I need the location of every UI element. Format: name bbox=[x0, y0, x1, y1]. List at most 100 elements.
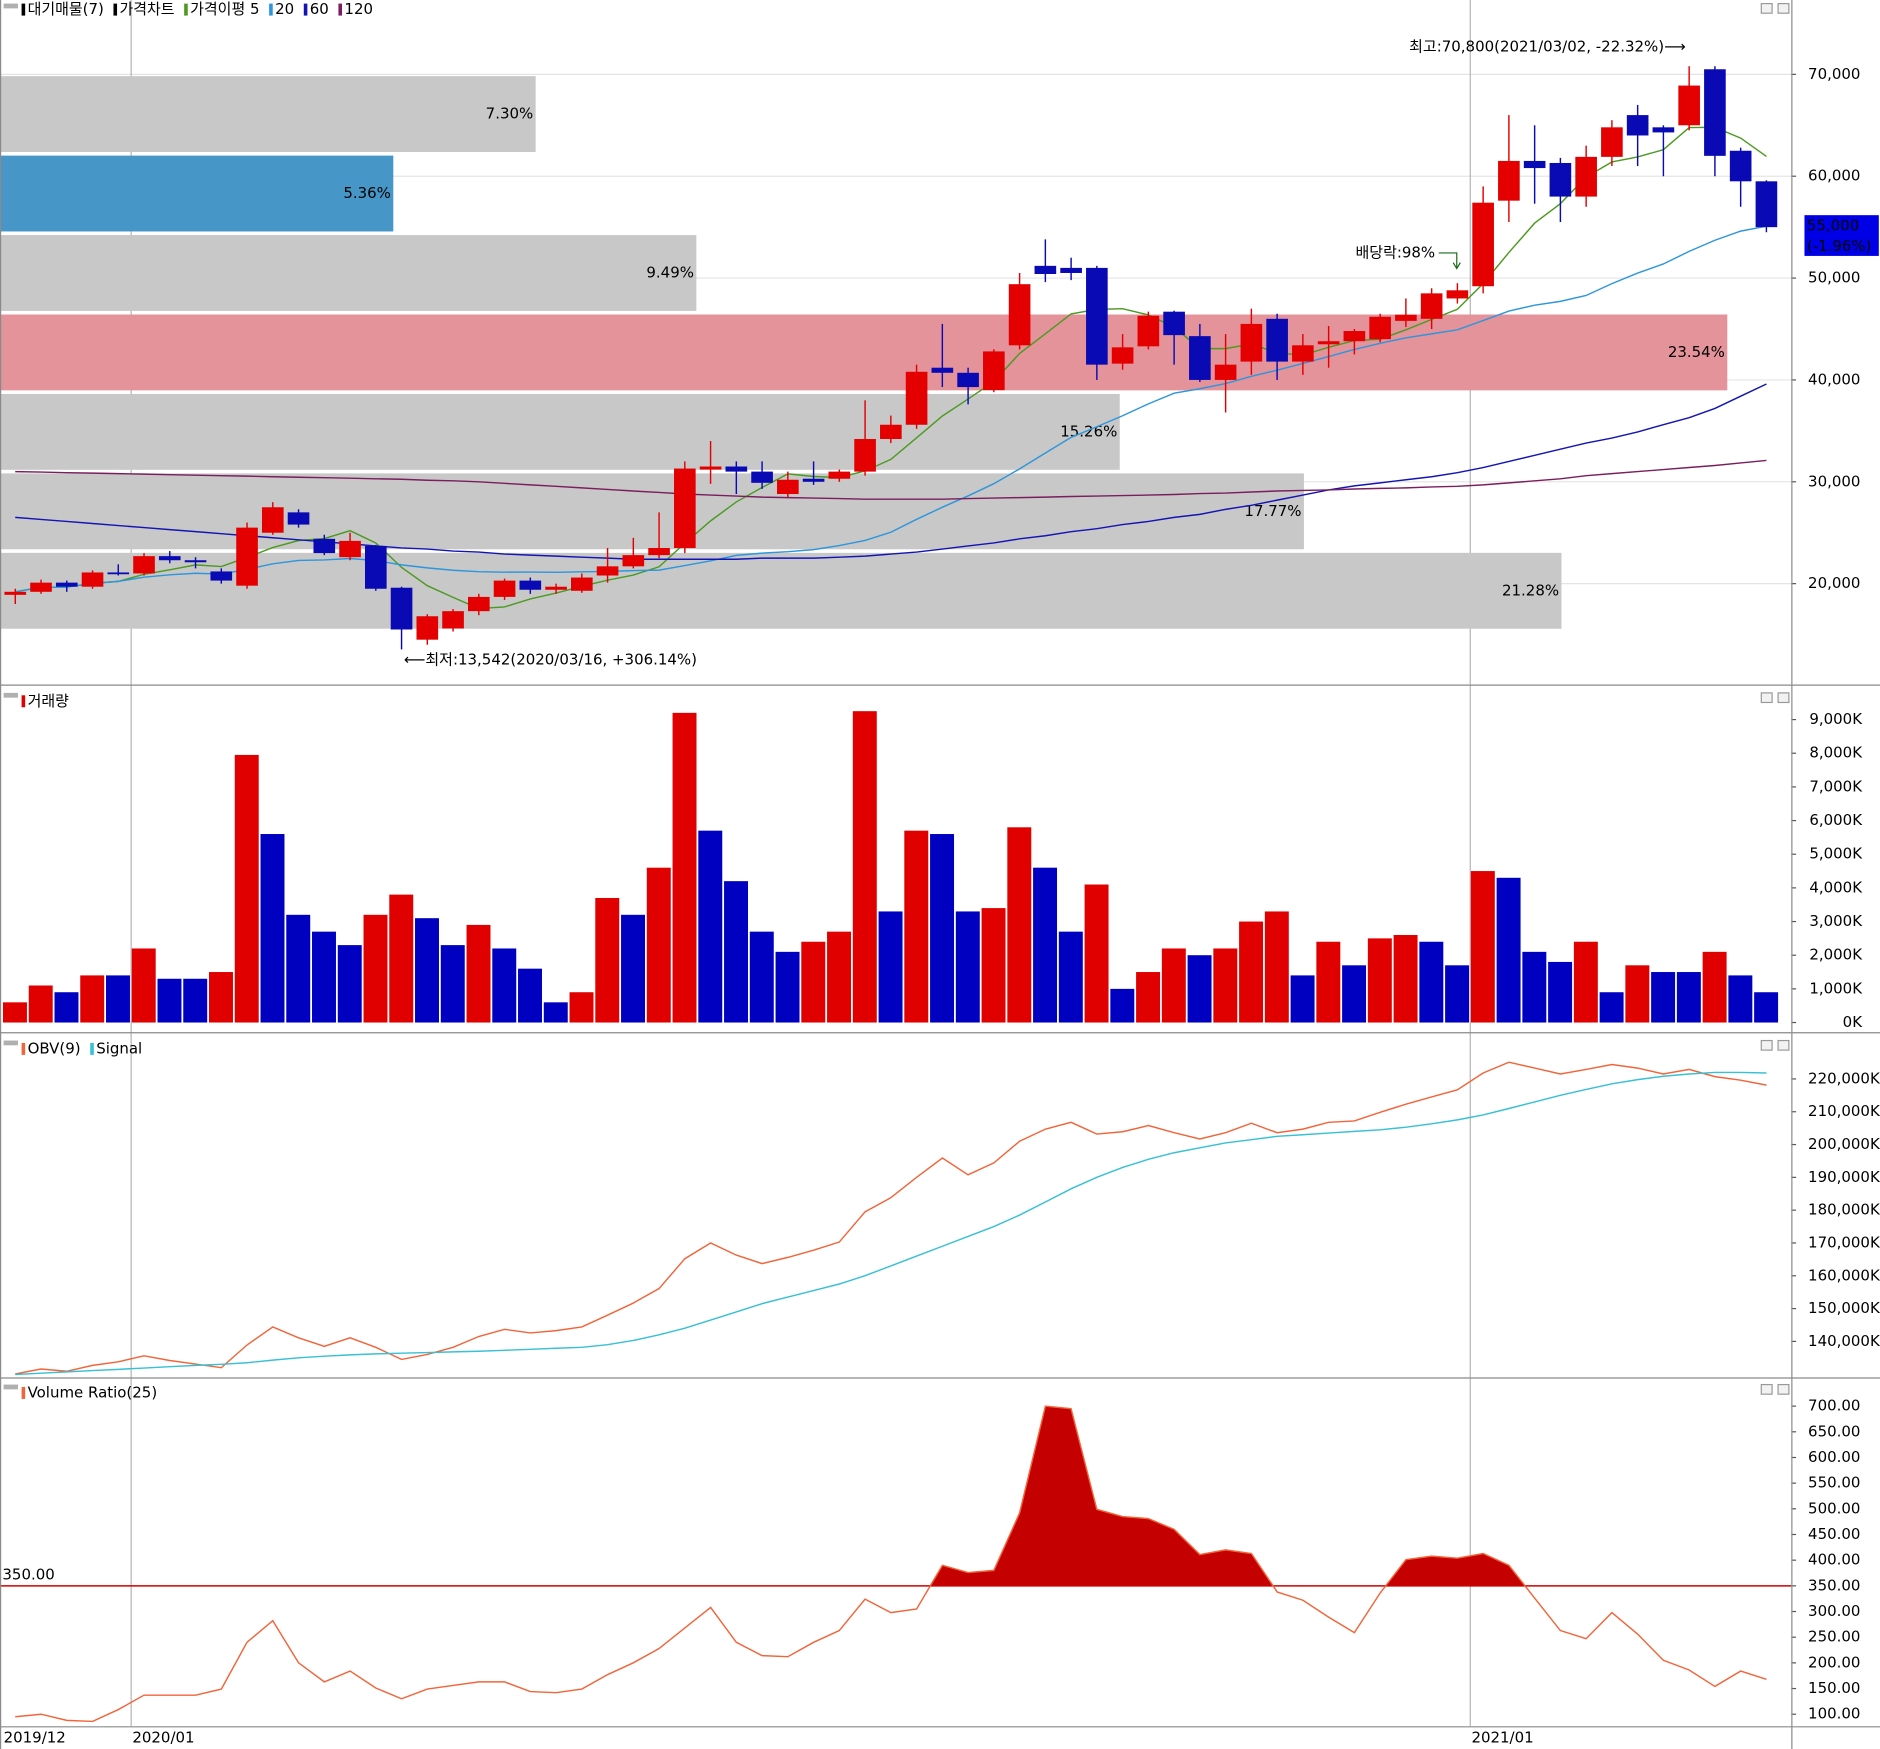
y-tick-label: 9,000K bbox=[1809, 710, 1863, 728]
candle-body bbox=[699, 466, 722, 470]
volume-bar bbox=[749, 931, 774, 1023]
candle-body bbox=[1266, 318, 1288, 362]
volume-bar bbox=[621, 914, 645, 1023]
y-tick-label: 5,000K bbox=[1809, 845, 1863, 863]
volume-bar bbox=[492, 948, 517, 1023]
volume-bar bbox=[466, 924, 491, 1023]
volume-bar bbox=[1187, 955, 1212, 1023]
candle-body bbox=[287, 512, 310, 525]
y-tick-label: 700.00 bbox=[1808, 1397, 1860, 1415]
volume-bar bbox=[312, 931, 336, 1023]
zone-label: 15.26% bbox=[1060, 422, 1117, 440]
volume-bar bbox=[209, 972, 233, 1023]
candle-body bbox=[596, 566, 619, 576]
indicator-line bbox=[15, 1071, 1767, 1376]
threshold-label: 350.00 bbox=[2, 1566, 54, 1584]
y-tick-label: 600.00 bbox=[1808, 1448, 1860, 1466]
y-tick-label: 160,000K bbox=[1808, 1266, 1880, 1284]
y-tick-label: 6,000K bbox=[1809, 811, 1863, 829]
zone-label: 17.77% bbox=[1244, 502, 1301, 520]
volume-bar bbox=[234, 754, 259, 1023]
volume-bar bbox=[1058, 931, 1083, 1023]
volume-bar bbox=[1445, 965, 1470, 1023]
volume-bar bbox=[337, 945, 362, 1023]
y-tick-label: 30,000 bbox=[1808, 472, 1860, 490]
legend-label: 가격차트 bbox=[119, 0, 174, 18]
legend-marker bbox=[21, 695, 26, 708]
candle-body bbox=[1549, 162, 1572, 197]
candle-body bbox=[1498, 160, 1520, 201]
volume-bar bbox=[440, 945, 465, 1023]
candle-body bbox=[777, 479, 799, 495]
volume-bar bbox=[878, 911, 903, 1023]
y-tick-label: 500.00 bbox=[1808, 1499, 1860, 1517]
supply-zone bbox=[0, 393, 1120, 470]
y-tick-label: 400.00 bbox=[1808, 1551, 1860, 1569]
candle-body bbox=[133, 556, 155, 574]
candle-body bbox=[1086, 267, 1108, 365]
volume-bar bbox=[775, 951, 800, 1023]
volume-bar bbox=[543, 1002, 568, 1023]
candle-body bbox=[313, 538, 336, 554]
volume-bar bbox=[698, 830, 723, 1023]
y-tick-label: 180,000K bbox=[1808, 1201, 1880, 1219]
volume-bar bbox=[801, 941, 826, 1023]
volume-bar bbox=[1161, 948, 1186, 1023]
volume-bar bbox=[1136, 972, 1161, 1023]
volume-bar bbox=[2, 1002, 27, 1023]
volume-bar bbox=[1754, 992, 1779, 1023]
volume-bar bbox=[415, 918, 439, 1023]
candle-body bbox=[1626, 115, 1649, 136]
volume-bar bbox=[1522, 951, 1547, 1023]
volume-bar bbox=[1393, 935, 1418, 1023]
candle-body bbox=[1292, 345, 1314, 362]
legend-marker bbox=[21, 1386, 26, 1399]
candle-body bbox=[571, 577, 593, 591]
candle-body bbox=[364, 545, 387, 589]
candle-body bbox=[1240, 323, 1263, 362]
y-tick-label: 150,000K bbox=[1808, 1299, 1880, 1317]
ma-line bbox=[15, 459, 1767, 500]
legend-marker bbox=[113, 3, 118, 16]
candle-body bbox=[30, 582, 52, 592]
y-tick-label: 220,000K bbox=[1808, 1069, 1880, 1087]
volume-bar bbox=[672, 712, 697, 1023]
volume-bar bbox=[1496, 877, 1521, 1023]
candle-body bbox=[1472, 202, 1494, 287]
y-tick-label: 7,000K bbox=[1809, 777, 1863, 795]
candle-body bbox=[1729, 150, 1752, 182]
candle-body bbox=[1755, 181, 1778, 228]
volume-bar bbox=[1007, 827, 1032, 1023]
volume-bar bbox=[904, 830, 929, 1023]
y-tick-label: 3,000K bbox=[1809, 912, 1863, 930]
candle-body bbox=[802, 478, 825, 482]
candle-body bbox=[545, 586, 567, 590]
candle-body bbox=[1189, 336, 1211, 380]
volume-bar bbox=[1599, 992, 1624, 1023]
y-tick-label: 550.00 bbox=[1808, 1474, 1860, 1492]
candle-body bbox=[1601, 127, 1623, 157]
volume-bar bbox=[80, 975, 105, 1023]
y-tick-label: 2,000K bbox=[1809, 946, 1863, 964]
candle-body bbox=[905, 371, 928, 425]
volume-bar bbox=[569, 992, 594, 1023]
window-button bbox=[1760, 1039, 1773, 1051]
candle-body bbox=[674, 468, 696, 549]
volume-bar bbox=[260, 834, 285, 1023]
volume-bar bbox=[595, 897, 620, 1023]
price-box bbox=[1804, 215, 1879, 256]
y-tick-label: 100.00 bbox=[1808, 1705, 1860, 1723]
volume-bar bbox=[1625, 965, 1650, 1023]
volume-bar bbox=[1264, 911, 1289, 1023]
ma-line bbox=[15, 383, 1767, 560]
candle-body bbox=[339, 540, 361, 558]
candle-body bbox=[442, 611, 464, 629]
zone-label: 9.49% bbox=[646, 263, 694, 281]
candle-body bbox=[1343, 331, 1366, 342]
y-tick-label: 40,000 bbox=[1808, 370, 1860, 388]
candle-body bbox=[467, 596, 490, 612]
candle-body bbox=[1369, 316, 1391, 340]
y-tick-label: 20,000 bbox=[1808, 574, 1860, 592]
candle-body bbox=[1111, 347, 1134, 364]
